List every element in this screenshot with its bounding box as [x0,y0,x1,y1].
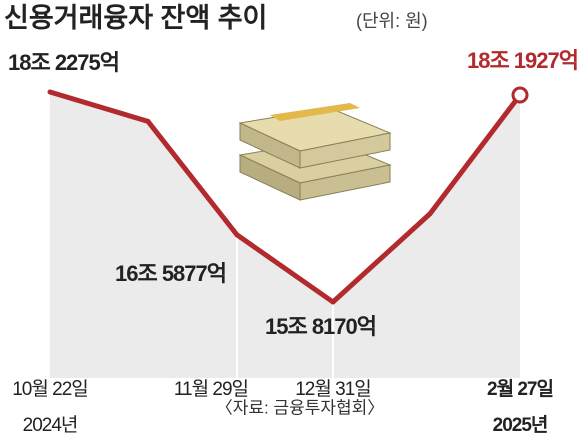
money-illustration [238,103,392,201]
data-point [511,86,529,104]
data-point [145,118,151,124]
unit-note: (단위: 원) [356,11,428,31]
plot-area: 18조 2275억 16조 5877억 15조 8170억 18조 1927억 10월 … [8,48,579,436]
value-label: 15조 8170억 [265,314,376,339]
x-tick-label: 12월 31일 [295,378,371,400]
x-sublabel: 2024년 [23,414,78,436]
x-tick-label: 2월 27일 [487,378,553,400]
x-tick-label: 11월 29일 [174,378,248,400]
chart-title: 신용거래융자 잔액 추이 [4,3,267,33]
line [49,89,522,305]
value-label: 18조 1927억 [467,48,578,73]
value-label: 18조 2275억 [8,50,119,75]
value-label: 16조 5877억 [115,261,226,286]
data-point [427,211,433,217]
x-sublabel: 2025년 [493,414,548,436]
source-note: 〈자료: 금융투자협회〉 [216,398,385,417]
data-point [330,299,336,305]
data-point [47,89,53,95]
area [50,92,520,378]
data-point [234,232,240,238]
x-tick-label: 10월 22일 [12,378,88,400]
